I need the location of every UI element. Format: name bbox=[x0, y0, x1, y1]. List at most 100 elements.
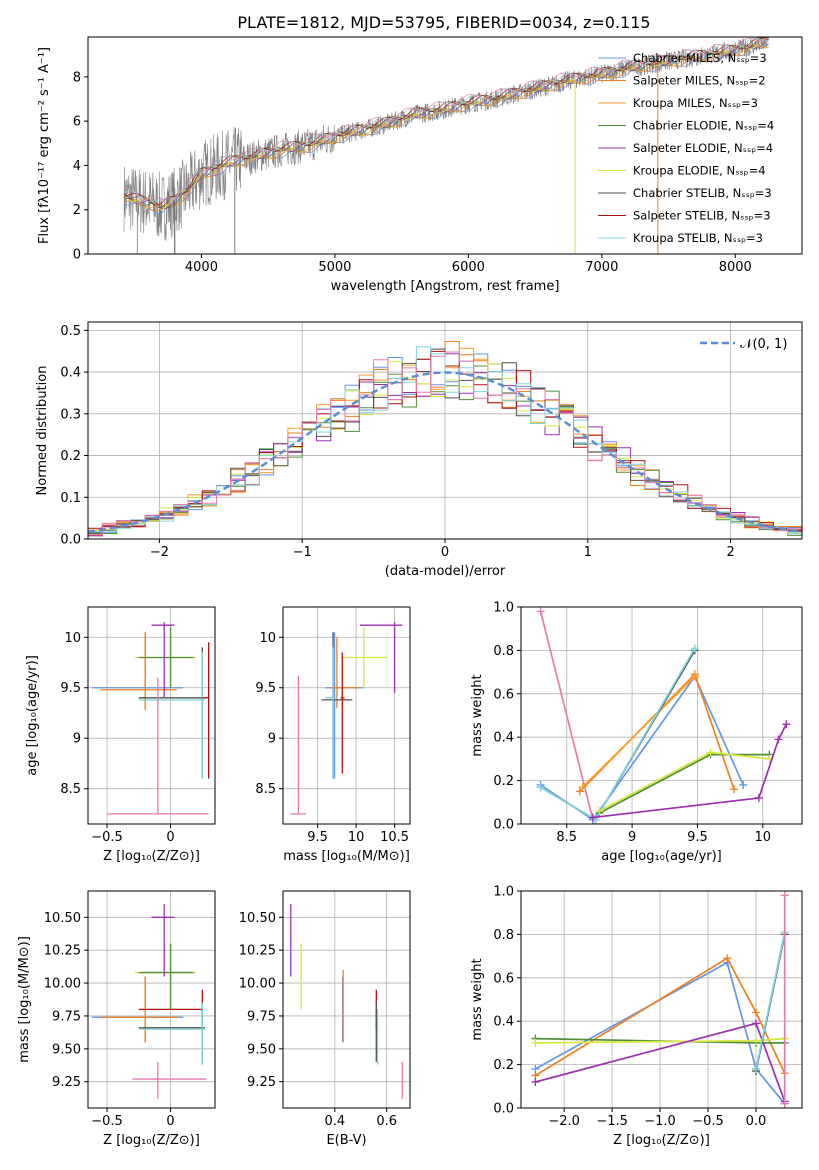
axes-frame bbox=[87, 36, 803, 255]
massweight-point-marker bbox=[690, 644, 699, 653]
massweight-point-marker bbox=[751, 1036, 760, 1045]
y-tick-label: 9.25 bbox=[52, 1075, 81, 1090]
y-tick-label: 10.25 bbox=[239, 944, 276, 959]
y-tick-label: 0 bbox=[73, 248, 81, 263]
x-axis-label: E(B-V) bbox=[326, 1133, 366, 1148]
y-tick-label: 10.25 bbox=[44, 944, 81, 959]
massweight-point-marker bbox=[531, 1038, 540, 1047]
x-tick-label: 5000 bbox=[318, 260, 351, 275]
massweight-vs-age-panel: 8.5 9 9.5 10 0.0 0.2 0.4 0.6 0.8 1.0 age [log₁₀(ag… bbox=[470, 601, 803, 864]
spectrum-model-line bbox=[123, 38, 769, 210]
x-tick-label: 8000 bbox=[719, 260, 752, 275]
axes-frame bbox=[87, 606, 216, 825]
x-tick-label: 6000 bbox=[452, 260, 485, 275]
y-tick-label: 0.3 bbox=[60, 407, 81, 422]
y-tick-label: 9.50 bbox=[247, 1042, 276, 1057]
massweight-point-marker bbox=[575, 787, 584, 796]
x-tick-label: 10.5 bbox=[380, 830, 409, 845]
legend-label: Kroupa ELODIE, Nₛₛₚ=4 bbox=[633, 164, 766, 178]
x-tick-label: 8.5 bbox=[556, 830, 577, 845]
spectrum-model-line bbox=[123, 37, 769, 202]
y-tick-label: 9.25 bbox=[247, 1075, 276, 1090]
x-axis-label: Z [log₁₀(Z/Z⊙)] bbox=[103, 1133, 200, 1148]
y-tick-label: 9.50 bbox=[52, 1042, 81, 1057]
plot-area bbox=[290, 622, 403, 815]
massweight-point-marker bbox=[578, 783, 587, 792]
y-tick-label: 9.75 bbox=[247, 1009, 276, 1024]
x-tick-label: −1 bbox=[293, 545, 312, 560]
plot-area bbox=[290, 904, 403, 1099]
x-axis-label: Z [log₁₀(Z/Z⊙)] bbox=[103, 849, 200, 864]
massweight-series-line bbox=[540, 674, 744, 821]
y-tick-label: 0.2 bbox=[60, 449, 81, 464]
massweight-point-marker bbox=[531, 1077, 540, 1086]
y-axis-label: Normed distribution bbox=[35, 366, 50, 496]
legend-label: Salpeter MILES, Nₛₛₚ=2 bbox=[633, 74, 766, 88]
y-tick-label: 0.0 bbox=[493, 1102, 514, 1117]
y-tick-label: 1.0 bbox=[493, 885, 514, 900]
y-tick-label: 10.00 bbox=[44, 977, 81, 992]
x-tick-label: 9 bbox=[628, 830, 636, 845]
y-axis-label: age [log₁₀(age/yr)] bbox=[25, 655, 40, 776]
y-tick-label: 0.5 bbox=[60, 324, 81, 339]
y-tick-label: 0.6 bbox=[493, 971, 514, 986]
axes-frame bbox=[87, 890, 216, 1109]
mass-vs-z-panel: −0.5 0 9.25 9.50 9.75 10.00 10.25 10.50 Z [log₁₀… bbox=[17, 890, 216, 1148]
y-tick-label: 0.0 bbox=[60, 533, 81, 548]
x-tick-label: 4000 bbox=[185, 260, 218, 275]
y-tick-label: 6 bbox=[73, 115, 81, 130]
spectrum-data-line bbox=[123, 37, 769, 241]
x-tick-label: −0.5 bbox=[91, 830, 123, 845]
spectrum-model-line bbox=[124, 42, 769, 208]
massweight-series-line bbox=[534, 961, 786, 1105]
spectrum-model-line bbox=[123, 37, 769, 209]
x-tick-label: 10 bbox=[755, 830, 772, 845]
plot-area bbox=[536, 607, 791, 824]
x-tick-label: −2 bbox=[150, 545, 169, 560]
y-tick-label: 0.6 bbox=[493, 687, 514, 702]
x-tick-label: 1 bbox=[584, 545, 592, 560]
massweight-series-line bbox=[540, 647, 696, 821]
massweight-point-marker bbox=[536, 607, 545, 616]
massweight-point-marker bbox=[780, 1099, 789, 1108]
y-tick-label: 1.0 bbox=[493, 601, 514, 616]
y-tick-label: 0.4 bbox=[493, 1015, 514, 1030]
x-axis-label: (data-model)/error bbox=[385, 564, 506, 579]
x-tick-label: −2.0 bbox=[548, 1114, 580, 1129]
x-axis-label: age [log₁₀(age/yr)] bbox=[601, 849, 722, 864]
massweight-point-marker bbox=[774, 735, 783, 744]
massweight-point-marker bbox=[754, 793, 763, 802]
y-tick-label: 10.00 bbox=[239, 977, 276, 992]
massweight-point-marker bbox=[723, 954, 732, 963]
legend-label: Salpeter ELODIE, Nₛₛₚ=4 bbox=[633, 141, 773, 155]
massweight-series-line bbox=[579, 672, 735, 793]
y-tick-label: 9 bbox=[268, 732, 276, 747]
x-tick-label: 0.6 bbox=[376, 1114, 397, 1129]
y-tick-label: 10 bbox=[259, 631, 276, 646]
massweight-point-marker bbox=[536, 783, 545, 792]
residuals-panel: −2 −1 0 1 2 0.0 0.1 0.2 0.3 0.4 0.5 (data-model)/er… bbox=[35, 321, 803, 579]
y-tick-label: 9.5 bbox=[255, 681, 276, 696]
axes-frame bbox=[520, 890, 803, 1109]
axes-frame bbox=[520, 606, 803, 825]
x-tick-label: 7000 bbox=[585, 260, 618, 275]
y-tick-label: 0.4 bbox=[493, 731, 514, 746]
x-axis-label: mass [log₁₀(M/M⊙)] bbox=[283, 849, 410, 864]
axes-frame bbox=[282, 606, 411, 825]
y-tick-label: 2 bbox=[73, 203, 81, 218]
y-axis-label: Flux [fλ10⁻¹⁷ erg cm⁻² s⁻¹ A⁻¹] bbox=[37, 47, 52, 244]
x-tick-label: −1.5 bbox=[596, 1114, 628, 1129]
massweight-series-line bbox=[755, 932, 786, 1070]
plot-area bbox=[88, 341, 802, 537]
legend-label: Chabrier MILES, Nₛₛₚ=3 bbox=[633, 51, 767, 65]
x-tick-label: −0.5 bbox=[692, 1114, 724, 1129]
massweight-point-marker bbox=[780, 891, 789, 900]
figure-title: PLATE=1812, MJD=53795, FIBERID=0034, z=0… bbox=[237, 13, 650, 32]
y-tick-label: 10.50 bbox=[239, 911, 276, 926]
x-tick-label: 2 bbox=[726, 545, 734, 560]
massweight-vs-z-panel: −2.0 −1.5 −1.0 −0.5 0.0 0.0 0.2 0.4 0.6 0.8 1.0 Z [… bbox=[470, 885, 803, 1148]
plot-area bbox=[531, 891, 789, 1108]
y-tick-label: 0.8 bbox=[493, 928, 514, 943]
plot-area bbox=[91, 904, 207, 1099]
